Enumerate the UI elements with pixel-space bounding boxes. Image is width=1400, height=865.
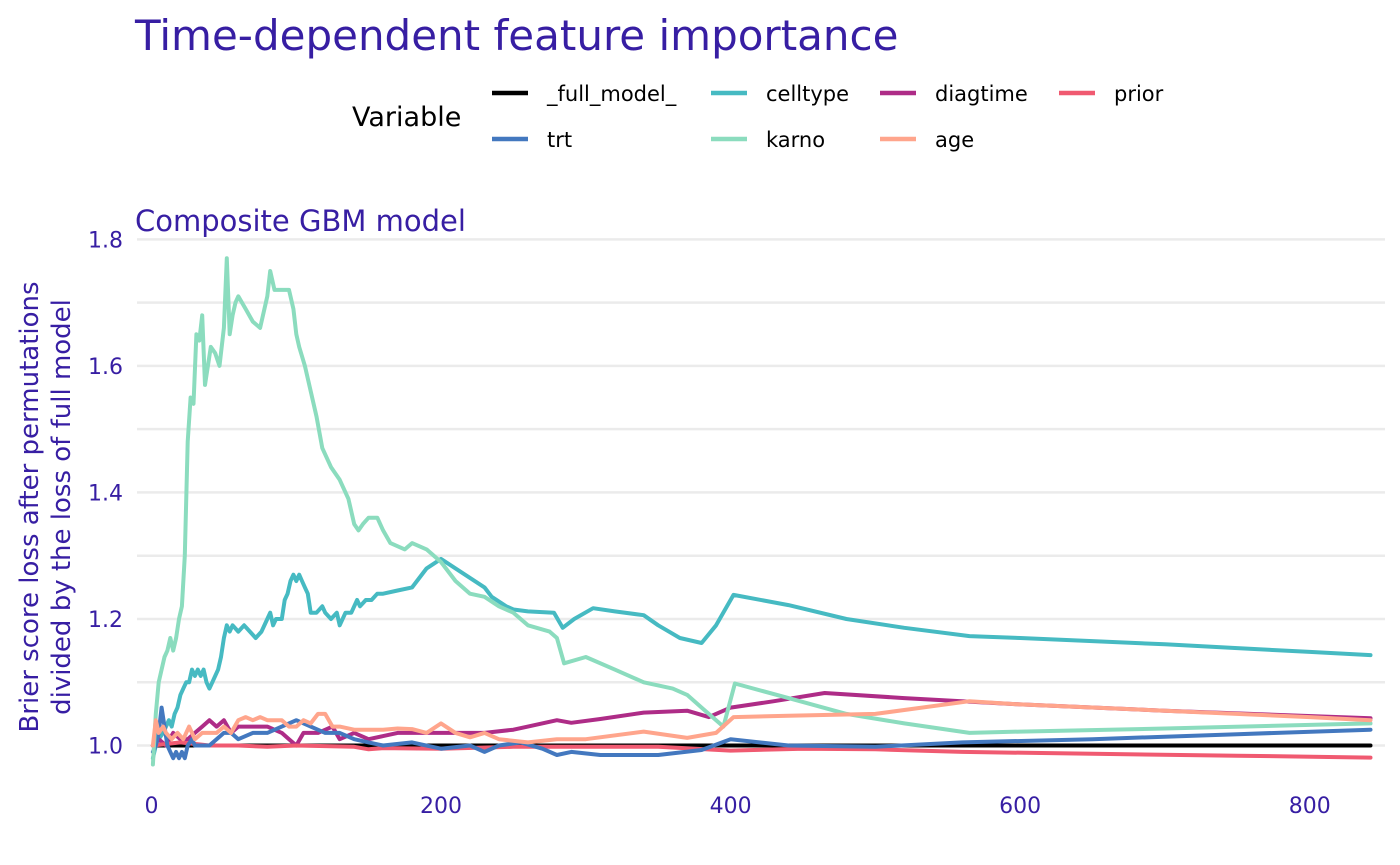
y-tick-label: 1.2 (88, 608, 123, 633)
y-tick-label: 1.4 (88, 481, 123, 506)
legend: Variable _full_model_ celltype diagtime pri… (352, 82, 1164, 152)
x-tick-label: 400 (710, 794, 752, 819)
x-tick-label: 600 (999, 794, 1041, 819)
series-line-celltype (150, 556, 1373, 761)
legend-label-karno: karno (766, 128, 825, 152)
series-line-diagtime (150, 691, 1373, 748)
y-axis-label-line-1: Brier score loss after permutations (15, 281, 45, 732)
legend-label-prior: prior (1114, 82, 1164, 106)
series-line-karno (150, 256, 1373, 767)
series-lines (150, 256, 1373, 767)
y-axis-label: Brier score loss after permutations divi… (15, 281, 77, 732)
legend-label-celltype: celltype (766, 82, 849, 106)
x-axis-ticks: 0 200 400 600 800 (144, 794, 1330, 819)
series-line-age (150, 699, 1373, 748)
chart-subtitle: Composite GBM model (135, 204, 466, 238)
legend-label-fullmodel: _full_model_ (546, 82, 677, 107)
y-axis-ticks: 1.0 1.2 1.4 1.6 1.8 (88, 228, 123, 759)
gridlines (137, 238, 1385, 747)
legend-label-age: age (935, 128, 974, 152)
series-line-trt (150, 705, 1373, 761)
y-axis-label-line-2: divided by the loss of full model (47, 299, 77, 715)
legend-label-trt: trt (547, 128, 572, 152)
y-tick-label: 1.0 (88, 735, 123, 760)
x-tick-label: 0 (144, 794, 158, 819)
y-tick-label: 1.8 (88, 228, 123, 253)
legend-title: Variable (352, 102, 461, 133)
y-tick-label: 1.6 (88, 355, 123, 380)
x-tick-label: 200 (420, 794, 462, 819)
legend-label-diagtime: diagtime (935, 82, 1028, 106)
x-tick-label: 800 (1289, 794, 1331, 819)
chart-title: Time-dependent feature importance (134, 11, 898, 60)
